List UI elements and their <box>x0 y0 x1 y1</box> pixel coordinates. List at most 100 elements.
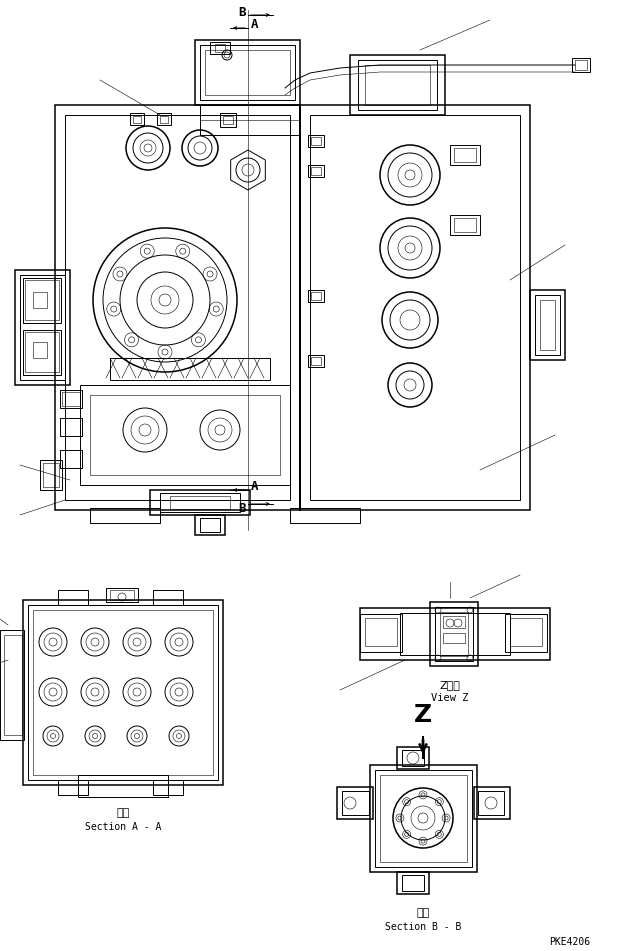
Text: PKE4206: PKE4206 <box>549 937 590 947</box>
Bar <box>65 115 290 500</box>
Bar <box>370 765 477 872</box>
Bar <box>160 116 168 123</box>
Bar <box>15 270 70 385</box>
Bar <box>220 113 236 127</box>
Bar <box>4 635 22 735</box>
Bar <box>160 493 240 512</box>
Text: View Z: View Z <box>431 693 469 703</box>
Bar <box>25 280 59 320</box>
Bar <box>443 616 465 628</box>
Bar <box>450 215 480 235</box>
Bar <box>23 330 61 375</box>
Text: Section B - B: Section B - B <box>385 922 461 932</box>
Bar <box>360 614 402 652</box>
Bar <box>153 780 183 795</box>
Text: 断面: 断面 <box>416 908 430 918</box>
Bar <box>60 390 82 408</box>
Bar <box>575 60 587 70</box>
Bar <box>40 460 62 490</box>
Bar <box>400 613 510 655</box>
Bar <box>133 116 141 123</box>
Bar <box>28 605 218 780</box>
Bar <box>474 787 510 819</box>
Bar <box>106 588 138 602</box>
Bar <box>358 60 437 110</box>
Bar <box>60 418 82 436</box>
Bar <box>62 392 80 406</box>
Bar <box>397 872 429 894</box>
Bar <box>430 602 478 666</box>
Bar <box>130 113 144 125</box>
Bar <box>443 633 465 643</box>
Text: B: B <box>238 6 246 18</box>
Bar <box>375 770 472 867</box>
Bar <box>205 50 290 95</box>
Bar <box>23 600 223 785</box>
Bar <box>535 295 560 355</box>
Bar <box>540 300 555 350</box>
Bar <box>397 747 429 769</box>
Text: A: A <box>251 17 259 30</box>
Bar <box>223 116 233 124</box>
Bar <box>308 165 324 177</box>
Bar <box>20 275 65 380</box>
Bar <box>342 791 369 815</box>
Bar <box>365 65 430 105</box>
Bar <box>78 775 168 797</box>
Bar <box>350 55 445 115</box>
Bar <box>195 515 225 535</box>
Bar <box>33 610 213 775</box>
Bar <box>311 137 321 145</box>
Bar <box>478 791 504 815</box>
Text: A: A <box>251 479 259 493</box>
Text: Z: Z <box>414 703 432 727</box>
Bar <box>170 496 230 509</box>
Bar <box>440 612 468 656</box>
Bar <box>365 618 397 646</box>
Bar <box>360 608 550 660</box>
Bar <box>58 780 88 795</box>
Bar <box>435 607 473 661</box>
Bar <box>0 630 24 740</box>
Bar <box>195 40 300 105</box>
Bar <box>23 278 61 323</box>
Bar <box>290 508 360 523</box>
Bar <box>25 332 59 372</box>
Bar <box>337 787 373 819</box>
Bar <box>58 590 88 605</box>
Bar <box>450 145 480 165</box>
Text: Z　視: Z 視 <box>440 680 460 690</box>
Bar <box>90 395 280 475</box>
Bar <box>454 148 476 162</box>
Bar <box>402 875 424 891</box>
Bar <box>90 508 160 523</box>
Bar <box>402 750 424 766</box>
Text: B: B <box>238 502 246 515</box>
Bar <box>33 292 47 308</box>
Bar <box>60 450 82 468</box>
Bar <box>308 290 324 302</box>
Bar <box>510 618 542 646</box>
Bar <box>505 614 547 652</box>
Bar <box>210 42 230 54</box>
Bar <box>33 342 47 358</box>
Bar <box>157 113 171 125</box>
Bar <box>110 358 270 380</box>
Bar <box>311 292 321 300</box>
Bar <box>150 490 250 515</box>
Bar <box>200 518 220 532</box>
Text: 断面: 断面 <box>116 808 129 818</box>
Bar <box>308 355 324 367</box>
Bar <box>110 590 134 600</box>
Bar <box>215 44 225 52</box>
Bar <box>311 167 321 175</box>
Bar <box>43 463 59 487</box>
Bar <box>572 58 590 72</box>
Bar <box>200 45 295 100</box>
Bar <box>200 105 300 135</box>
Bar <box>454 218 476 232</box>
Bar <box>530 290 565 360</box>
Bar <box>311 357 321 365</box>
Bar <box>310 115 520 500</box>
Text: Section A - A: Section A - A <box>85 822 161 832</box>
